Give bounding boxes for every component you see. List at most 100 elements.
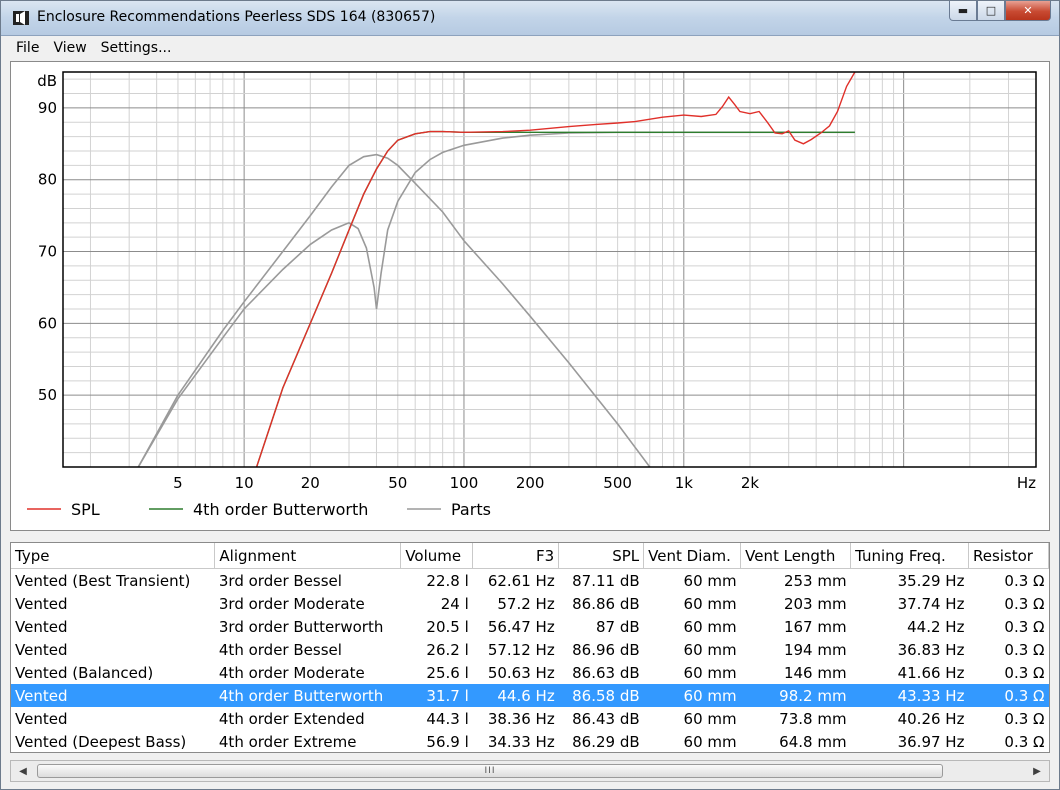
table-row[interactable]: Vented 3rd order Butterworth 20.5 l 56.47 H… bbox=[11, 615, 1049, 638]
cell-spl: 87.11 dB bbox=[572, 571, 640, 590]
cell-type: Vented bbox=[15, 640, 68, 659]
cell-resistor: 0.3 Ω bbox=[1004, 617, 1045, 636]
column-header-volume[interactable]: Volume bbox=[400, 543, 474, 569]
table-row[interactable]: Vented 4th order Butterworth 31.7 l 44.6 Hz… bbox=[11, 684, 1049, 707]
cell-vent-length: 98.2 mm bbox=[740, 684, 851, 707]
plot-frame bbox=[62, 71, 1037, 468]
y-tick-label: 60 bbox=[38, 314, 57, 332]
x-tick-label: 5 bbox=[173, 474, 183, 492]
cell-vent-length: 203 mm bbox=[783, 594, 847, 613]
cell-alignment: 4th order Extreme bbox=[218, 732, 357, 751]
cell-resistor: 0.3 Ω bbox=[1004, 732, 1045, 751]
cell-resistor: 0.3 Ω bbox=[1004, 571, 1045, 590]
cell-volume: 24 l bbox=[440, 594, 469, 613]
y-axis-label: dB bbox=[37, 72, 57, 90]
close-button[interactable]: ✕ bbox=[1005, 1, 1051, 21]
window-title: Enclosure Recommendations Peerless SDS 1… bbox=[37, 9, 436, 25]
y-tick-label: 90 bbox=[38, 99, 57, 117]
cell-vent-diam: 60 mm bbox=[683, 732, 737, 751]
column-header-alignment[interactable]: Alignment bbox=[214, 543, 402, 569]
table-row[interactable]: Vented (Best Transient) 3rd order Bessel 2… bbox=[11, 569, 1049, 593]
cell-volume: 20.5 l bbox=[426, 617, 469, 636]
cell-alignment: 3rd order Butterworth bbox=[218, 617, 384, 636]
x-tick-label: 10 bbox=[235, 474, 254, 492]
cell-alignment: 4th order Moderate bbox=[218, 663, 365, 682]
cell-type: Vented (Deepest Bass) bbox=[15, 732, 187, 751]
cell-alignment: 4th order Bessel bbox=[218, 640, 342, 659]
table-row[interactable]: Vented 3rd order Moderate 24 l 57.2 Hz 86.86… bbox=[11, 592, 1049, 615]
legend-parts: Parts bbox=[407, 500, 491, 519]
legend-spl: SPL bbox=[27, 500, 100, 519]
menu-settings[interactable]: Settings... bbox=[100, 39, 172, 56]
cell-vent-length: 146 mm bbox=[783, 663, 847, 682]
cell-resistor: 0.3 Ω bbox=[1004, 594, 1045, 613]
cell-volume: 56.9 l bbox=[426, 732, 469, 751]
table-row[interactable]: Vented (Deepest Bass) 4th order Extreme 56… bbox=[11, 730, 1049, 752]
column-header-f3[interactable]: F3 bbox=[472, 543, 560, 569]
scroll-right-icon[interactable]: ▶ bbox=[1033, 765, 1041, 777]
x-axis-label: Hz bbox=[1017, 474, 1036, 492]
cell-spl: 86.29 dB bbox=[572, 732, 640, 751]
x-tick-label: 20 bbox=[301, 474, 320, 492]
cell-vent-diam: 60 mm bbox=[683, 571, 737, 590]
cell-type: Vented bbox=[11, 684, 215, 707]
table-row[interactable]: Vented 4th order Bessel 26.2 l 57.12 Hz 86.9… bbox=[11, 638, 1049, 661]
x-tick-label: 200 bbox=[516, 474, 545, 492]
cell-resistor: 0.3 Ω bbox=[1004, 640, 1045, 659]
legend-label: Parts bbox=[451, 500, 491, 519]
table-row[interactable]: Vented (Balanced) 4th order Moderate 25.6 … bbox=[11, 661, 1049, 684]
minimize-button[interactable]: ▬ bbox=[949, 1, 977, 21]
cell-f3: 62.61 Hz bbox=[487, 571, 555, 590]
cell-vent-diam: 60 mm bbox=[683, 640, 737, 659]
horizontal-scrollbar[interactable]: ◀ III ▶ bbox=[10, 760, 1050, 782]
series-line-spl bbox=[255, 72, 856, 467]
cell-volume: 26.2 l bbox=[426, 640, 469, 659]
series-line-parts bbox=[137, 131, 855, 467]
table-header-row: Type Alignment Volume F3 SPL Vent Diam. … bbox=[11, 543, 1049, 569]
cell-type: Vented bbox=[15, 709, 68, 728]
column-header-resistor[interactable]: Resistor bbox=[968, 543, 1049, 569]
legend-label: SPL bbox=[71, 500, 100, 519]
x-tick-label: 1k bbox=[675, 474, 694, 492]
x-tick-label: 50 bbox=[388, 474, 407, 492]
cell-tuning-freq: 41.66 Hz bbox=[897, 663, 965, 682]
cell-vent-length: 194 mm bbox=[783, 640, 847, 659]
menu-view[interactable]: View bbox=[53, 39, 87, 56]
maximize-button[interactable]: □ bbox=[977, 1, 1005, 21]
cell-spl: 86.86 dB bbox=[572, 594, 640, 613]
column-header-vent-diam[interactable]: Vent Diam. bbox=[643, 543, 742, 569]
cell-f3: 56.47 Hz bbox=[487, 617, 555, 636]
menu-file[interactable]: File bbox=[16, 39, 40, 56]
cell-f3: 34.33 Hz bbox=[487, 732, 555, 751]
cell-tuning-freq: 43.33 Hz bbox=[850, 684, 969, 707]
legend-butterworth: 4th order Butterworth bbox=[149, 500, 368, 519]
cell-vent-diam: 60 mm bbox=[683, 617, 737, 636]
cell-vent-diam: 60 mm bbox=[683, 594, 737, 613]
y-tick-label: 80 bbox=[38, 171, 57, 189]
cell-volume: 44.3 l bbox=[426, 709, 469, 728]
column-header-tuning-freq[interactable]: Tuning Freq. bbox=[850, 543, 969, 569]
title-bar[interactable]: Enclosure Recommendations Peerless SDS 1… bbox=[1, 1, 1059, 36]
scroll-left-icon[interactable]: ◀ bbox=[19, 765, 27, 777]
cell-spl: 86.43 dB bbox=[572, 709, 640, 728]
cell-resistor: 0.3 Ω bbox=[968, 684, 1049, 707]
cell-tuning-freq: 36.83 Hz bbox=[897, 640, 965, 659]
plot-area bbox=[63, 72, 1036, 467]
table-row[interactable]: Vented 4th order Extended 44.3 l 38.36 Hz 86… bbox=[11, 707, 1049, 730]
cell-volume: 22.8 l bbox=[426, 571, 469, 590]
column-header-vent-length[interactable]: Vent Length bbox=[740, 543, 852, 569]
column-header-spl[interactable]: SPL bbox=[558, 543, 645, 569]
y-tick-label: 70 bbox=[38, 243, 57, 261]
window-controls: ▬ □ ✕ bbox=[949, 1, 1051, 23]
cell-tuning-freq: 37.74 Hz bbox=[897, 594, 965, 613]
cell-f3: 57.2 Hz bbox=[497, 594, 555, 613]
speaker-app-icon bbox=[13, 11, 29, 25]
scrollbar-thumb[interactable]: III bbox=[37, 764, 943, 778]
cell-vent-diam: 60 mm bbox=[683, 709, 737, 728]
cell-vent-diam: 60 mm bbox=[643, 684, 741, 707]
cell-vent-length: 64.8 mm bbox=[779, 732, 847, 751]
frequency-response-chart: 50 60 70 80 90 dB 5 10 20 50 100 200 500 1k 2k Hz SPL 4th… bbox=[10, 61, 1050, 531]
column-header-type[interactable]: Type bbox=[11, 543, 216, 569]
cell-type: Vented bbox=[15, 594, 68, 613]
